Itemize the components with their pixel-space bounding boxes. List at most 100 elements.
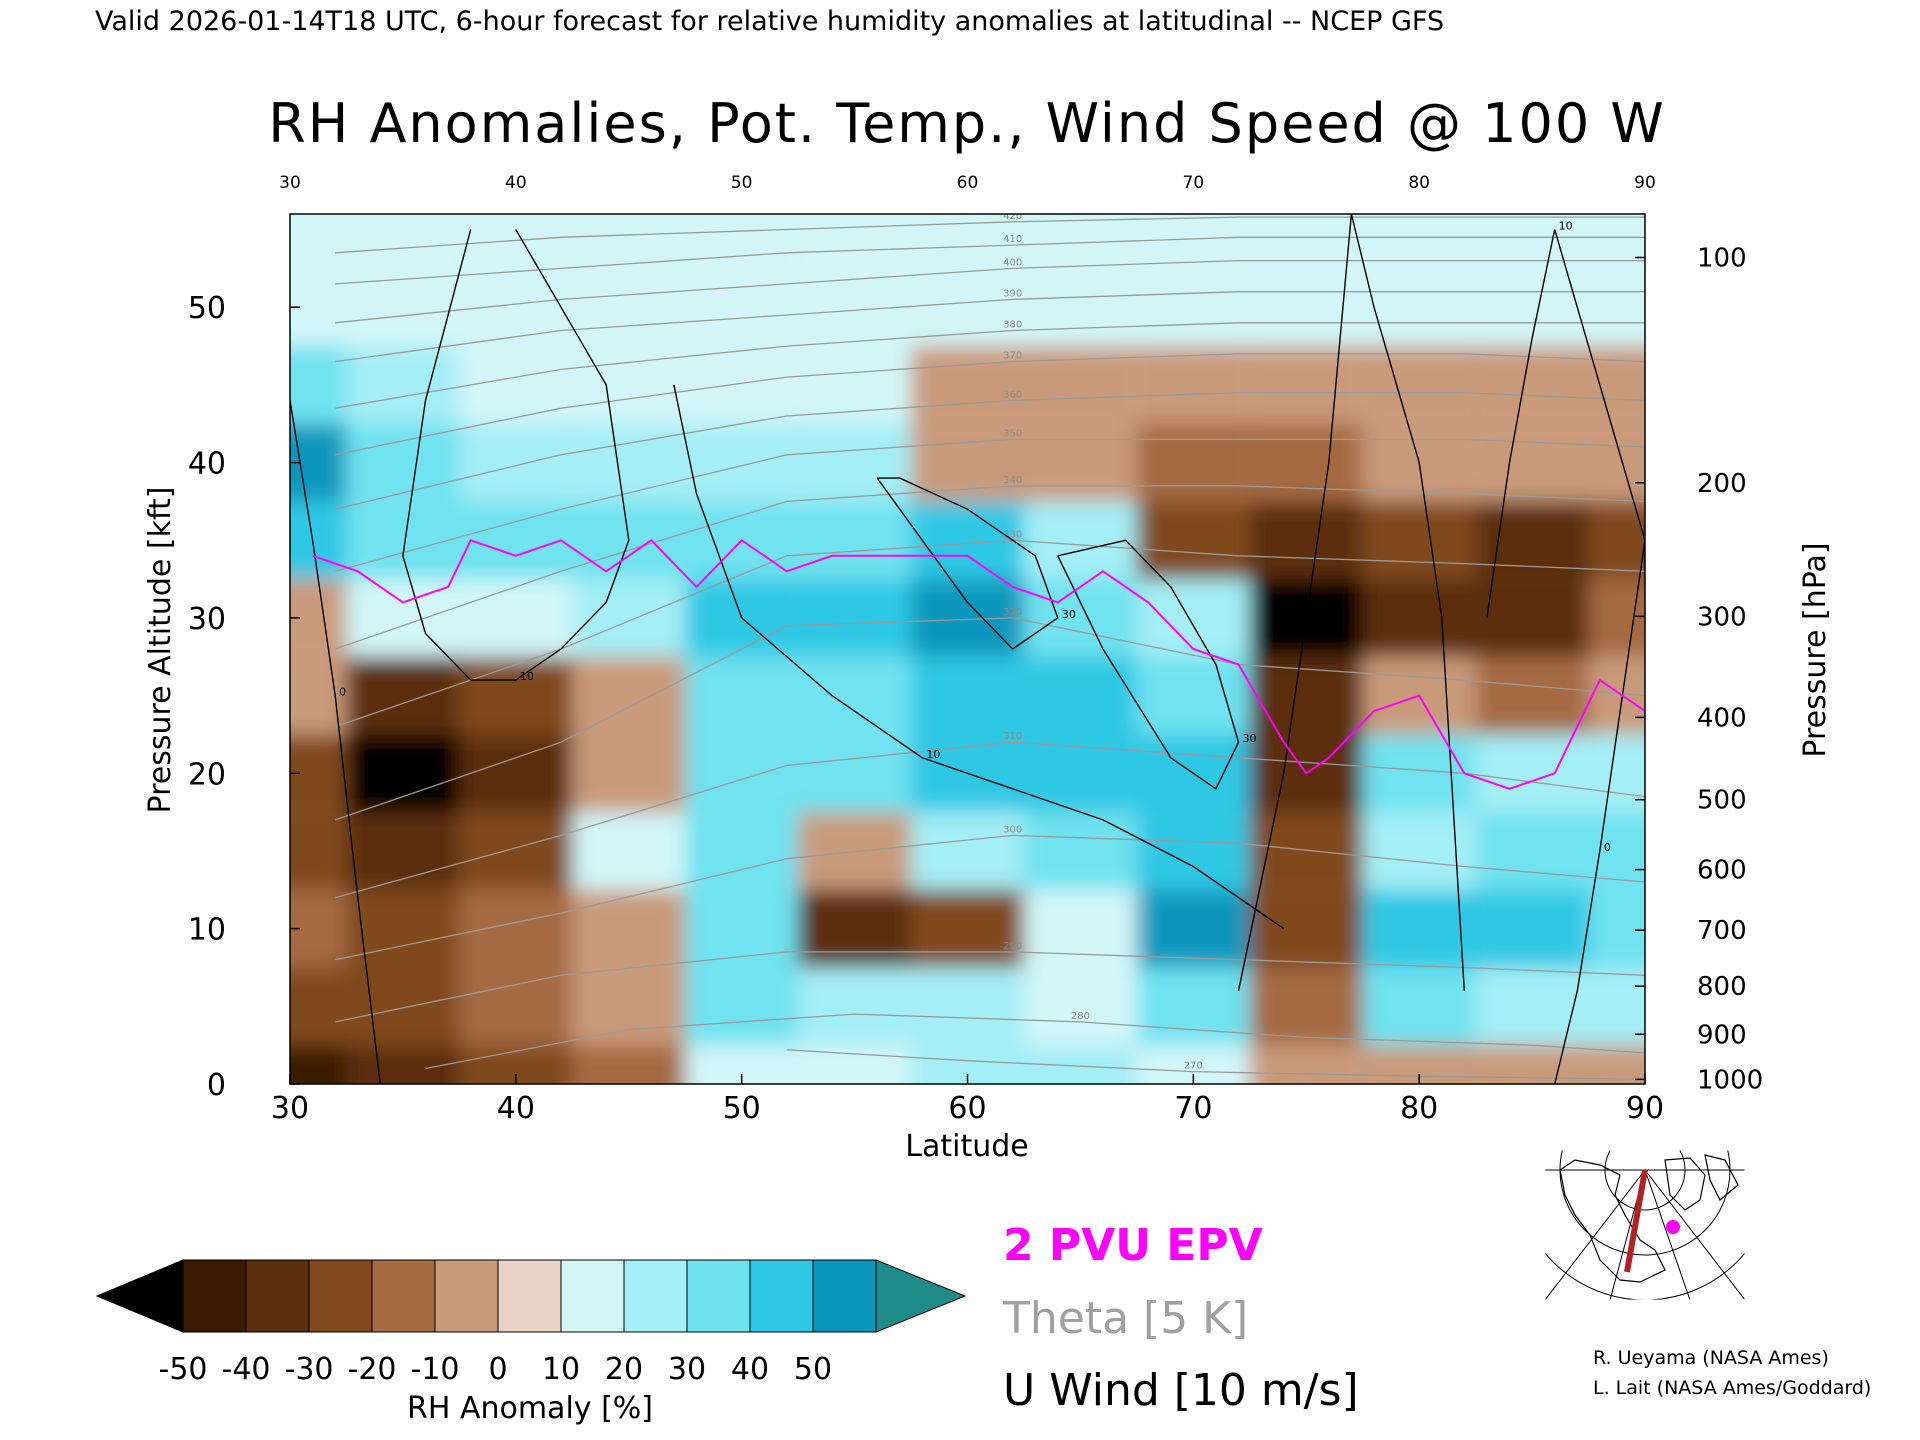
rh-cell — [459, 214, 573, 269]
rh-cell — [459, 889, 573, 968]
u-wind-label: 10 — [926, 748, 940, 761]
rh-cell — [459, 812, 573, 890]
theta-label: 280 — [1071, 1011, 1090, 1022]
pressure-tick-label: 100 — [1697, 244, 1747, 274]
rh-cell — [1362, 579, 1476, 657]
rh-cell — [290, 967, 347, 1046]
theta-line-400 — [335, 259, 1645, 324]
rh-cell — [1362, 501, 1476, 580]
rh-cell — [685, 214, 799, 269]
colorbar-tick-label: -20 — [348, 1352, 397, 1387]
rh-cell — [572, 579, 686, 657]
rh-cell — [1136, 214, 1250, 269]
rh-cell — [685, 889, 799, 968]
colorbar-segment — [560, 1259, 625, 1333]
x-tick-label: 60 — [948, 1091, 986, 1126]
colorbar-segment — [686, 1259, 751, 1333]
x-top-tick-label: 40 — [505, 173, 527, 193]
rh-cell — [1588, 579, 1645, 657]
rh-cell — [346, 889, 460, 968]
u-wind-line — [1237, 214, 1465, 991]
x-tick-label: 50 — [723, 1091, 761, 1126]
rh-cell — [1362, 346, 1476, 424]
theta-label: 420 — [1003, 211, 1022, 222]
rh-cell — [1475, 346, 1589, 424]
rh-cell — [1588, 214, 1645, 269]
rh-cell — [346, 812, 460, 890]
rh-cell — [1023, 268, 1137, 347]
theta-label: 360 — [1003, 389, 1022, 400]
rh-cell — [290, 346, 347, 424]
rh-cell — [1588, 812, 1645, 890]
u-wind-label: 0 — [339, 686, 346, 699]
u-wind-label: 10 — [1559, 220, 1573, 233]
colorbar-tick-label: 40 — [731, 1352, 769, 1387]
plot-area: 2702802903003103203303403503603703803904… — [290, 204, 1645, 1084]
u-wind-line — [290, 400, 381, 1084]
rh-cell — [572, 214, 686, 269]
colorbar-tick-label: -50 — [159, 1352, 208, 1387]
rh-cell — [346, 346, 460, 424]
rh-cell — [346, 423, 460, 502]
pressure-tick-label: 900 — [1697, 1020, 1747, 1050]
rh-cell — [1136, 812, 1250, 890]
y-axis: 0 10 20 30 40 50 — [188, 291, 300, 1103]
rh-cell — [572, 656, 686, 735]
x-top-tick-label: 60 — [957, 173, 979, 193]
pressure-tick-label: 1000 — [1697, 1065, 1763, 1095]
legend-theta: Theta [5 K] — [1002, 1293, 1248, 1344]
u-wind-label: 10 — [1355, 204, 1369, 217]
theta-label: 270 — [1184, 1061, 1203, 1072]
colorbar-label: RH Anomaly [%] — [407, 1391, 653, 1426]
pressure-axis: 100 200 300 400 500 600 700 800 900 1000 — [1635, 244, 1763, 1095]
pressure-tick-label: 400 — [1697, 703, 1747, 733]
theta-line-350 — [335, 438, 1645, 572]
rh-cell — [1023, 423, 1137, 502]
rh-cell — [1136, 889, 1250, 968]
epv-line — [312, 538, 1645, 790]
theta-label: 340 — [1003, 475, 1022, 486]
rh-cell — [1249, 967, 1363, 1046]
x-tick-label: 40 — [497, 1091, 535, 1126]
rh-cell — [346, 1045, 460, 1084]
rh-cell — [685, 656, 799, 735]
rh-cell — [1023, 214, 1137, 269]
rh-cell — [346, 656, 460, 735]
rh-cell — [459, 579, 573, 657]
colorbar-tick-label: -40 — [222, 1352, 271, 1387]
colorbar-segment — [182, 1259, 247, 1333]
theta-label: 400 — [1003, 257, 1022, 268]
u-wind-line — [1057, 539, 1240, 790]
rh-cell — [1249, 889, 1363, 968]
colorbar-tick-label: 0 — [488, 1352, 507, 1387]
rh-cell — [459, 423, 573, 502]
rh-cell — [459, 967, 573, 1046]
theta-label: 300 — [1003, 824, 1022, 835]
colorbar-under-arrow — [95, 1259, 184, 1333]
rh-cell — [290, 1045, 347, 1084]
rh-cell — [1249, 346, 1363, 424]
colorbar-segment — [371, 1259, 436, 1333]
y-tick-label: 30 — [188, 602, 226, 637]
rh-cell — [1475, 579, 1589, 657]
colorbar-tick-label: 20 — [605, 1352, 643, 1387]
theta-label: 390 — [1003, 288, 1022, 299]
rh-cell — [1136, 656, 1250, 735]
theta-line-270 — [786, 1049, 1645, 1080]
pressure-tick-label: 500 — [1697, 786, 1747, 816]
rh-cell — [1362, 967, 1476, 1046]
rh-cell — [346, 214, 460, 269]
rh-cell — [798, 734, 912, 813]
colorbar-tick-label: 10 — [542, 1352, 580, 1387]
rh-cell — [459, 734, 573, 813]
u-wind-line — [876, 477, 1059, 650]
x-tick-label: 80 — [1400, 1091, 1438, 1126]
rh-cell — [798, 812, 912, 890]
rh-cell — [798, 967, 912, 1046]
rh-cell — [911, 268, 1024, 347]
rh-cell — [459, 501, 573, 580]
x-top-tick-label: 50 — [731, 173, 753, 193]
theta-line-410 — [335, 236, 1645, 285]
x-tick-label: 70 — [1174, 1091, 1212, 1126]
